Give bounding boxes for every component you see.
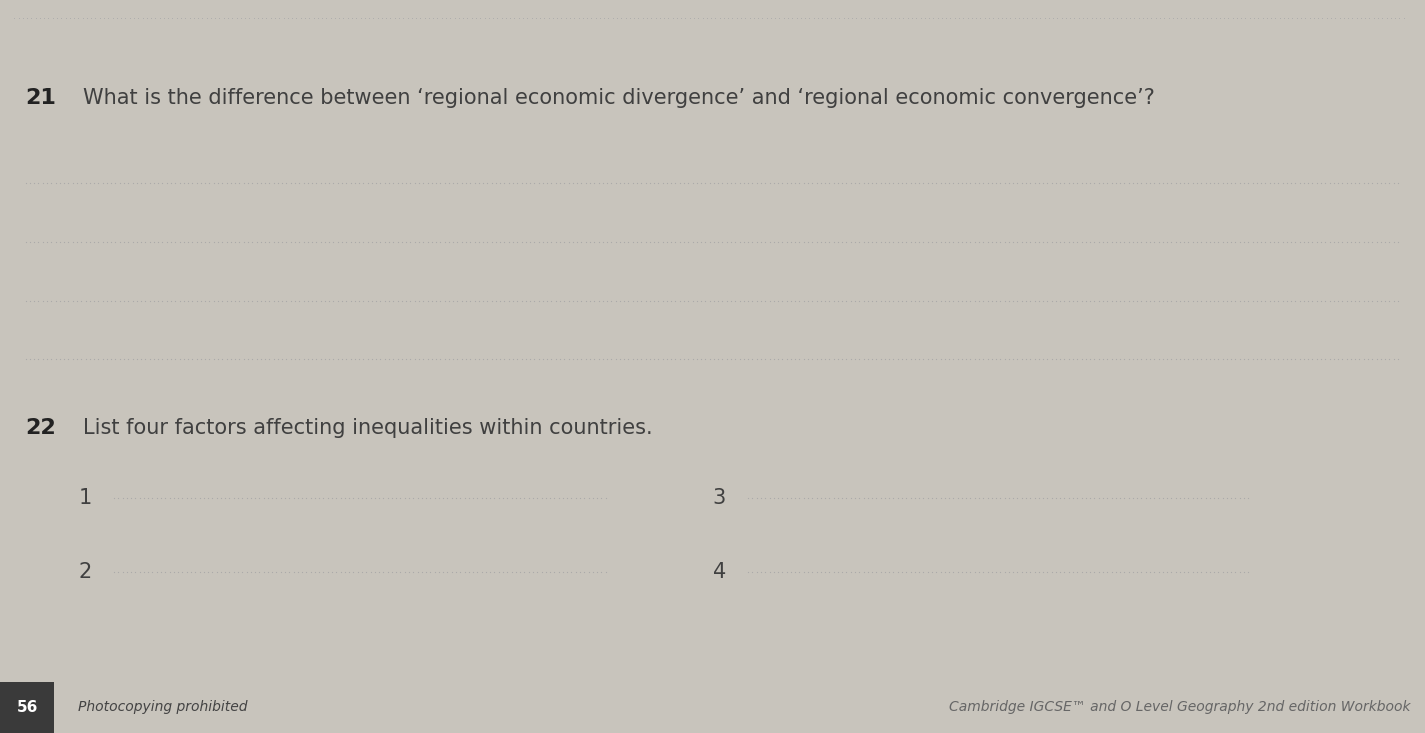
Text: Cambridge IGCSE™ and O Level Geography 2nd edition Workbook: Cambridge IGCSE™ and O Level Geography 2… bbox=[949, 700, 1411, 715]
Text: List four factors affecting inequalities within countries.: List four factors affecting inequalities… bbox=[83, 418, 653, 438]
Text: 22: 22 bbox=[26, 418, 57, 438]
Text: What is the difference between ‘regional economic divergence’ and ‘regional econ: What is the difference between ‘regional… bbox=[83, 88, 1154, 108]
Text: 3: 3 bbox=[712, 488, 725, 509]
Text: 2: 2 bbox=[78, 561, 91, 582]
Text: 21: 21 bbox=[26, 88, 57, 108]
Text: 4: 4 bbox=[712, 561, 725, 582]
Text: 56: 56 bbox=[16, 700, 37, 715]
Text: Photocopying prohibited: Photocopying prohibited bbox=[78, 700, 248, 715]
FancyBboxPatch shape bbox=[0, 682, 54, 733]
Text: 1: 1 bbox=[78, 488, 91, 509]
